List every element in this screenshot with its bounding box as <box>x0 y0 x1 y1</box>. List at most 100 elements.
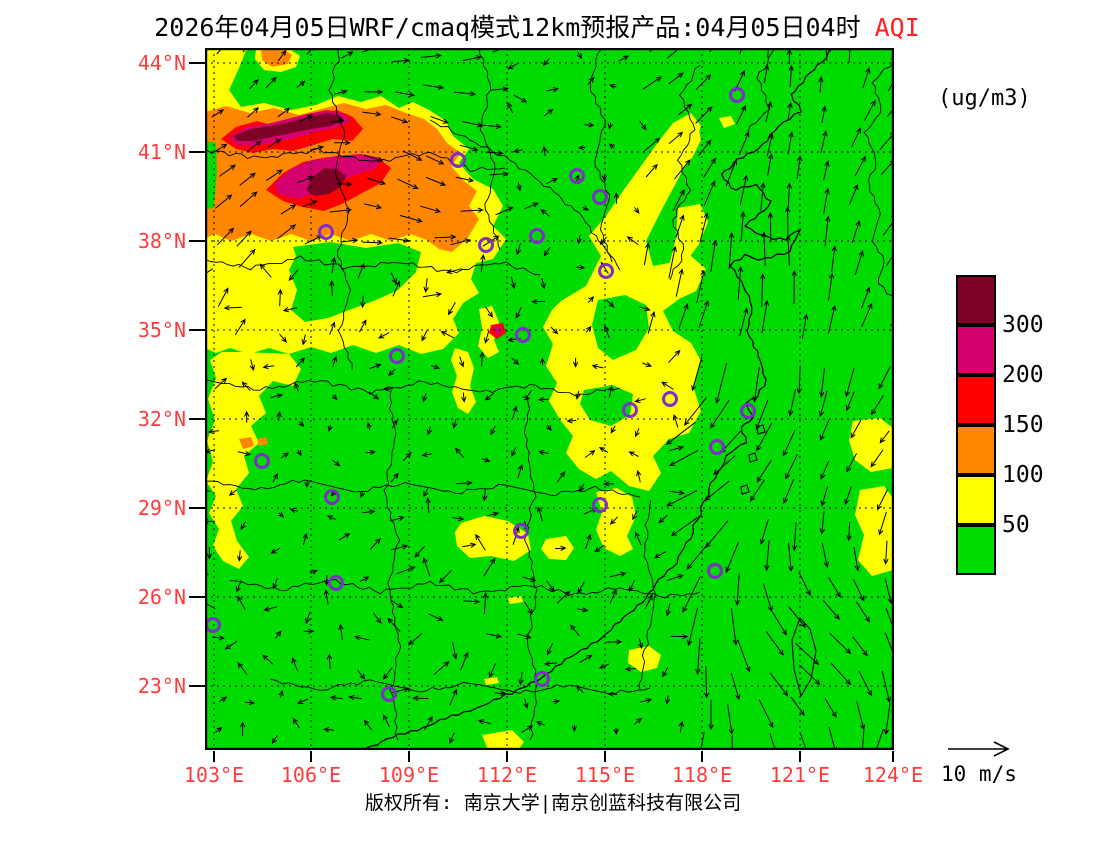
legend-cell <box>956 525 996 575</box>
lon-tick-label: 106°E <box>280 763 342 787</box>
city-marker-layer <box>205 87 756 702</box>
unit-label: (ug/m3) <box>938 86 1031 111</box>
city-marker <box>707 563 723 579</box>
lon-tick <box>408 751 410 762</box>
legend-label: 150 <box>1002 412 1044 438</box>
aqi-region-yellow <box>676 122 701 172</box>
coastline-layer <box>365 48 833 749</box>
lat-tick-label: 29°N <box>137 496 186 520</box>
legend-cell <box>956 425 996 475</box>
city-marker <box>450 152 466 168</box>
city-marker <box>381 686 397 702</box>
city-marker <box>328 575 344 591</box>
lat-tick-label: 23°N <box>137 674 186 698</box>
aqi-region-green_patches <box>592 295 649 360</box>
legend-cell <box>956 375 996 425</box>
aqi-region-yellow <box>451 348 476 414</box>
city-marker <box>729 87 745 103</box>
aqi-region-yellow <box>508 596 523 604</box>
aqi-region-maroon <box>233 113 344 141</box>
page-title: 2026年04月05日WRF/cmaq模式12km预报产品:04月05日04时 A… <box>154 8 920 44</box>
wind-scale-label: 10 m/s <box>941 762 1017 786</box>
lon-tick-label: 112°E <box>476 763 538 787</box>
aqi-region-yellow <box>628 646 661 672</box>
aqi-region-orange <box>257 437 268 446</box>
lon-tick-label: 118°E <box>671 763 733 787</box>
lon-tick-label: 115°E <box>574 763 636 787</box>
wind-scale-arrow-icon <box>948 741 1010 757</box>
city-marker <box>592 189 608 205</box>
city-marker <box>318 224 334 240</box>
lon-tick <box>799 751 801 762</box>
city-marker <box>569 168 585 184</box>
island-outline <box>756 424 766 435</box>
legend-cell <box>956 325 996 375</box>
city-marker <box>478 237 494 253</box>
lon-tick <box>506 751 508 762</box>
aqi-region-yellow <box>719 116 735 128</box>
city-marker <box>592 497 608 513</box>
aqi-region-yellow <box>482 730 524 750</box>
lat-tick <box>189 151 205 153</box>
aqi-region-yellow <box>206 352 301 569</box>
city-marker <box>534 671 550 687</box>
city-marker <box>254 453 270 469</box>
lat-tick-label: 35°N <box>137 318 186 342</box>
lat-tick <box>189 62 205 64</box>
lat-tick <box>189 240 205 242</box>
legend-label: 50 <box>1002 512 1030 538</box>
aqi-region-yellow <box>455 516 531 561</box>
lon-tick <box>310 751 312 762</box>
lat-tick <box>189 418 205 420</box>
lon-tick-label: 103°E <box>183 763 245 787</box>
island-outline <box>740 484 750 495</box>
city-marker <box>513 523 529 539</box>
lat-tick <box>189 507 205 509</box>
aqi-region-yellow <box>849 418 893 472</box>
legend-cell <box>956 475 996 525</box>
city-marker <box>662 391 678 407</box>
lat-tick <box>189 596 205 598</box>
legend-label: 300 <box>1002 312 1044 338</box>
city-marker <box>389 348 405 364</box>
island-outline <box>791 616 817 698</box>
lon-tick-label: 121°E <box>769 763 831 787</box>
city-marker <box>515 327 531 343</box>
city-marker <box>598 263 614 279</box>
aqi-region-green_patches <box>580 385 633 426</box>
legend-label: 200 <box>1002 362 1044 388</box>
lat-tick-label: 32°N <box>137 407 186 431</box>
lon-tick <box>701 751 703 762</box>
city-marker <box>622 402 638 418</box>
lon-tick <box>604 751 606 762</box>
city-marker <box>709 439 725 455</box>
legend-cell <box>956 275 996 325</box>
footer-credit: 版权所有: 南京大学|南京创蓝科技有限公司 <box>364 792 742 814</box>
city-marker <box>324 489 340 505</box>
title-main: 2026年04月05日WRF/cmaq模式12km预报产品:04月05日04时 <box>154 13 861 42</box>
aqi-region-yellow <box>662 204 708 306</box>
lat-tick-label: 41°N <box>137 140 186 164</box>
lat-tick-label: 26°N <box>137 585 186 609</box>
lon-tick <box>892 751 894 762</box>
lon-tick <box>213 751 215 762</box>
map-border <box>205 48 894 750</box>
aqi-region-magenta <box>494 326 503 335</box>
lat-tick-label: 38°N <box>137 229 186 253</box>
lon-tick-label: 109°E <box>378 763 440 787</box>
forecast-map <box>205 48 894 750</box>
city-marker <box>740 403 756 419</box>
aqi-fill-layer <box>205 48 893 750</box>
lat-tick <box>189 329 205 331</box>
city-marker <box>529 228 545 244</box>
lat-tick-label: 44°N <box>137 51 186 75</box>
island-outline <box>748 452 758 463</box>
lat-tick <box>189 685 205 687</box>
aqi-region-yellow <box>484 677 499 685</box>
aqi-region-orange <box>239 437 254 449</box>
title-aqi-tag: AQI <box>874 13 920 42</box>
lon-tick-label: 124°E <box>862 763 924 787</box>
coastline <box>365 48 833 749</box>
legend-label: 100 <box>1002 462 1044 488</box>
